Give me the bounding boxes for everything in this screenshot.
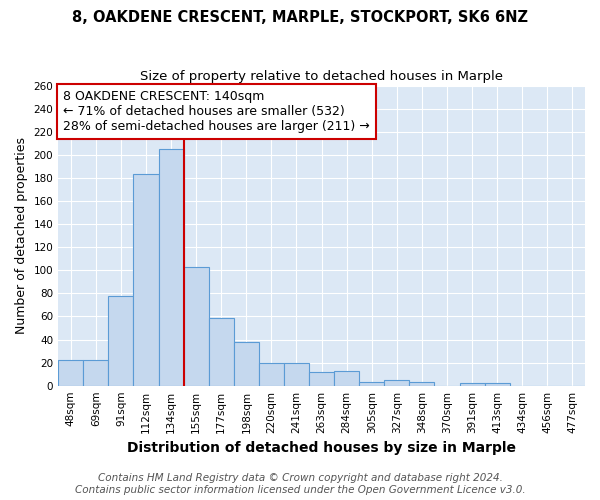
Bar <box>259 362 284 386</box>
Title: Size of property relative to detached houses in Marple: Size of property relative to detached ho… <box>140 70 503 83</box>
Bar <box>58 360 83 386</box>
Bar <box>359 382 385 386</box>
Bar <box>133 174 158 386</box>
Text: 8, OAKDENE CRESCENT, MARPLE, STOCKPORT, SK6 6NZ: 8, OAKDENE CRESCENT, MARPLE, STOCKPORT, … <box>72 10 528 25</box>
Bar <box>309 372 334 386</box>
Text: 8 OAKDENE CRESCENT: 140sqm
← 71% of detached houses are smaller (532)
28% of sem: 8 OAKDENE CRESCENT: 140sqm ← 71% of deta… <box>64 90 370 133</box>
Bar <box>409 382 434 386</box>
Bar <box>184 267 209 386</box>
Bar <box>485 384 510 386</box>
Bar <box>385 380 409 386</box>
X-axis label: Distribution of detached houses by size in Marple: Distribution of detached houses by size … <box>127 441 516 455</box>
Bar <box>158 149 184 386</box>
Bar <box>109 296 133 386</box>
Bar <box>284 362 309 386</box>
Bar <box>334 370 359 386</box>
Bar <box>83 360 109 386</box>
Y-axis label: Number of detached properties: Number of detached properties <box>15 137 28 334</box>
Text: Contains HM Land Registry data © Crown copyright and database right 2024.
Contai: Contains HM Land Registry data © Crown c… <box>74 474 526 495</box>
Bar <box>460 384 485 386</box>
Bar <box>209 318 234 386</box>
Bar <box>234 342 259 386</box>
